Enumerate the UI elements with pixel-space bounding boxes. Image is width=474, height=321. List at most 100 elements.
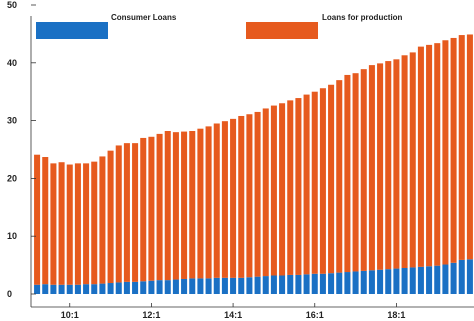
bar-loans-for-production-36 bbox=[328, 84, 335, 274]
bar-consumer-loans-49 bbox=[434, 265, 441, 294]
bar-loans-for-production-18 bbox=[181, 131, 188, 279]
bar-consumer-loans-7 bbox=[91, 284, 98, 294]
bar-consumer-loans-26 bbox=[246, 277, 253, 294]
bar-consumer-loans-30 bbox=[279, 275, 286, 294]
bar-consumer-loans-18 bbox=[181, 278, 188, 294]
y-tick-label-20: 20 bbox=[7, 173, 17, 183]
x-tick-label-2: 14:1 bbox=[224, 310, 242, 320]
bar-consumer-loans-40 bbox=[360, 270, 367, 294]
bar-consumer-loans-33 bbox=[303, 274, 310, 294]
bar-loans-for-production-39 bbox=[352, 73, 359, 272]
bar-loans-for-production-27 bbox=[254, 111, 261, 277]
bar-loans-for-production-24 bbox=[230, 118, 237, 278]
bar-loans-for-production-46 bbox=[409, 52, 416, 268]
bar-loans-for-production-28 bbox=[262, 108, 269, 277]
bar-loans-for-production-11 bbox=[123, 143, 130, 282]
bar-loans-for-production-35 bbox=[319, 88, 326, 274]
bar-loans-for-production-14 bbox=[148, 136, 155, 281]
bar-consumer-loans-4 bbox=[66, 284, 73, 294]
bar-consumer-loans-46 bbox=[409, 267, 416, 294]
bar-consumer-loans-24 bbox=[230, 277, 237, 294]
bar-loans-for-production-38 bbox=[344, 74, 351, 273]
bar-consumer-loans-37 bbox=[336, 272, 343, 294]
bar-consumer-loans-28 bbox=[262, 276, 269, 294]
bar-loans-for-production-49 bbox=[434, 43, 441, 266]
bar-loans-for-production-29 bbox=[270, 105, 277, 276]
legend-swatch-loans-for-production bbox=[246, 22, 318, 39]
bar-loans-for-production-22 bbox=[213, 123, 220, 278]
bar-consumer-loans-17 bbox=[172, 279, 179, 294]
bar-consumer-loans-43 bbox=[385, 269, 392, 294]
bar-loans-for-production-51 bbox=[450, 37, 457, 263]
bar-consumer-loans-25 bbox=[238, 277, 245, 294]
bar-loans-for-production-3 bbox=[58, 162, 65, 285]
bar-consumer-loans-2 bbox=[50, 284, 57, 294]
bar-loans-for-production-34 bbox=[311, 91, 318, 274]
bar-loans-for-production-1 bbox=[42, 157, 49, 285]
bar-consumer-loans-36 bbox=[328, 273, 335, 294]
bar-consumer-loans-51 bbox=[450, 262, 457, 294]
bar-loans-for-production-43 bbox=[385, 61, 392, 270]
bar-consumer-loans-20 bbox=[197, 278, 204, 294]
bar-loans-for-production-9 bbox=[107, 150, 114, 284]
y-tick-label-0: 0 bbox=[7, 289, 12, 299]
bar-loans-for-production-20 bbox=[197, 128, 204, 279]
bar-consumer-loans-22 bbox=[213, 277, 220, 294]
x-tick-label-0: 10:1 bbox=[61, 310, 79, 320]
legend-label-loans-for-production: Loans for production bbox=[322, 13, 403, 22]
bar-loans-for-production-6 bbox=[83, 163, 90, 285]
bar-consumer-loans-41 bbox=[368, 270, 375, 294]
bar-consumer-loans-21 bbox=[205, 278, 212, 294]
bar-consumer-loans-53 bbox=[466, 259, 473, 294]
legend-swatch-consumer-loans bbox=[36, 22, 108, 39]
bar-consumer-loans-19 bbox=[189, 278, 196, 294]
axes-layer bbox=[30, 16, 474, 308]
bar-consumer-loans-6 bbox=[83, 284, 90, 294]
bar-loans-for-production-21 bbox=[205, 126, 212, 279]
bar-consumer-loans-50 bbox=[442, 264, 449, 294]
x-tick-label-4: 18:1 bbox=[387, 310, 405, 320]
bar-loans-for-production-50 bbox=[442, 40, 449, 265]
bar-consumer-loans-16 bbox=[164, 280, 171, 294]
bar-consumer-loans-15 bbox=[156, 280, 163, 294]
bar-consumer-loans-8 bbox=[99, 283, 106, 294]
y-ticks: 0 10 20 30 40 50 bbox=[7, 0, 36, 299]
bar-loans-for-production-30 bbox=[279, 103, 286, 276]
bar-loans-for-production-48 bbox=[426, 44, 433, 267]
bar-consumer-loans-42 bbox=[377, 269, 384, 294]
bar-loans-for-production-32 bbox=[295, 98, 302, 275]
y-tick-label-40: 40 bbox=[7, 58, 17, 68]
bar-loans-for-production-13 bbox=[140, 137, 147, 282]
bar-loans-for-production-17 bbox=[172, 132, 179, 280]
bar-consumer-loans-29 bbox=[270, 275, 277, 294]
bar-loans-for-production-25 bbox=[238, 115, 245, 278]
bar-consumer-loans-52 bbox=[458, 259, 465, 294]
bar-loans-for-production-19 bbox=[189, 131, 196, 279]
bar-consumer-loans-5 bbox=[74, 284, 81, 294]
bar-consumer-loans-48 bbox=[426, 266, 433, 294]
bar-loans-for-production-45 bbox=[401, 55, 408, 268]
bar-consumer-loans-13 bbox=[140, 281, 147, 294]
bar-loans-for-production-2 bbox=[50, 163, 57, 285]
bar-loans-for-production-15 bbox=[156, 133, 163, 281]
bar-consumer-loans-45 bbox=[401, 267, 408, 294]
bar-loans-for-production-53 bbox=[466, 34, 473, 260]
bar-consumer-loans-14 bbox=[148, 280, 155, 294]
bar-consumer-loans-34 bbox=[311, 273, 318, 294]
bar-loans-for-production-47 bbox=[417, 46, 424, 267]
bar-loans-for-production-16 bbox=[164, 131, 171, 281]
bars-layer bbox=[34, 34, 473, 294]
bar-loans-for-production-26 bbox=[246, 114, 253, 278]
bar-consumer-loans-31 bbox=[287, 274, 294, 294]
bar-consumer-loans-12 bbox=[132, 281, 139, 294]
y-tick-label-50: 50 bbox=[7, 0, 17, 10]
y-tick-label-30: 30 bbox=[7, 116, 17, 126]
x-tick-label-3: 16:1 bbox=[306, 310, 324, 320]
bar-consumer-loans-39 bbox=[352, 271, 359, 294]
bar-consumer-loans-11 bbox=[123, 281, 130, 294]
bar-consumer-loans-35 bbox=[319, 273, 326, 294]
bar-consumer-loans-1 bbox=[42, 284, 49, 294]
legend-label-consumer-loans: Consumer Loans bbox=[111, 13, 177, 22]
bar-loans-for-production-7 bbox=[91, 161, 98, 285]
